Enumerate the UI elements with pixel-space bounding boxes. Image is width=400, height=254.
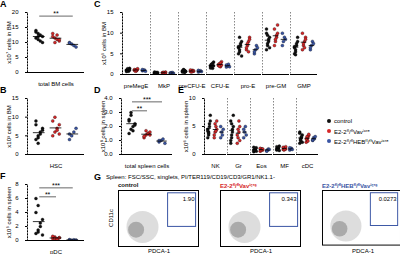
svg-text:0: 0 bbox=[110, 71, 114, 77]
svg-text:Gr: Gr bbox=[235, 163, 242, 169]
svg-text:5: 5 bbox=[192, 123, 196, 129]
svg-text:15: 15 bbox=[12, 95, 19, 101]
svg-text:Eos: Eos bbox=[256, 163, 266, 169]
svg-text:cDC: cDC bbox=[302, 163, 314, 169]
svg-text:10: 10 bbox=[12, 114, 19, 120]
svg-text:total BM cells: total BM cells bbox=[38, 81, 74, 87]
svg-text:total spleen cells: total spleen cells bbox=[125, 163, 169, 169]
svg-text:0.343: 0.343 bbox=[281, 196, 297, 202]
svg-text:0: 0 bbox=[192, 151, 196, 157]
svg-text:MkP: MkP bbox=[158, 83, 170, 89]
svg-text:x10⁶ cells in spleen: x10⁶ cells in spleen bbox=[183, 101, 189, 153]
svg-text:x10⁵ cells in BM: x10⁵ cells in BM bbox=[101, 22, 107, 65]
svg-text:15: 15 bbox=[12, 24, 19, 30]
svg-text:2: 2 bbox=[15, 223, 19, 229]
svg-text:20: 20 bbox=[12, 9, 19, 15]
svg-text:**: ** bbox=[53, 10, 59, 17]
svg-text:CFU-E: CFU-E bbox=[211, 83, 229, 89]
svg-text:10: 10 bbox=[189, 95, 196, 101]
svg-text:0.0273: 0.0273 bbox=[379, 196, 397, 202]
svg-text:5: 5 bbox=[15, 54, 19, 60]
svg-text:x10⁷ cells in BM: x10⁷ cells in BM bbox=[6, 21, 12, 64]
svg-text:MF: MF bbox=[280, 163, 289, 169]
svg-text:**: ** bbox=[137, 105, 143, 112]
svg-text:4.0: 4.0 bbox=[104, 95, 113, 101]
svg-text:preMegE: preMegE bbox=[124, 83, 148, 89]
svg-text:0: 0 bbox=[15, 237, 19, 243]
svg-text:15: 15 bbox=[107, 9, 114, 15]
svg-text:pre-GM: pre-GM bbox=[266, 83, 286, 89]
svg-text:8: 8 bbox=[15, 181, 19, 187]
svg-text:5: 5 bbox=[110, 51, 114, 57]
svg-text:0: 0 bbox=[15, 151, 19, 157]
svg-text:10: 10 bbox=[12, 39, 19, 45]
svg-text:**: ** bbox=[45, 191, 51, 198]
svg-text:6: 6 bbox=[15, 195, 19, 201]
svg-text:4: 4 bbox=[15, 209, 19, 215]
svg-text:10: 10 bbox=[107, 30, 114, 36]
svg-text:NK: NK bbox=[211, 163, 219, 169]
svg-text:HSC: HSC bbox=[50, 163, 63, 169]
svg-text:x10³ cells in BM: x10³ cells in BM bbox=[6, 105, 12, 147]
svg-text:0: 0 bbox=[15, 69, 19, 75]
svg-text:pDC: pDC bbox=[50, 249, 63, 254]
svg-text:x10⁸ cells in spleen: x10⁸ cells in spleen bbox=[100, 101, 106, 153]
svg-text:x10⁵ cells in spleen: x10⁵ cells in spleen bbox=[6, 187, 12, 239]
svg-text:GMP: GMP bbox=[297, 83, 311, 89]
svg-text:1.90: 1.90 bbox=[183, 196, 195, 202]
svg-text:***: *** bbox=[143, 96, 151, 103]
svg-text:***: *** bbox=[52, 182, 60, 189]
svg-text:5: 5 bbox=[15, 133, 19, 139]
svg-text:pro-E: pro-E bbox=[241, 83, 256, 89]
